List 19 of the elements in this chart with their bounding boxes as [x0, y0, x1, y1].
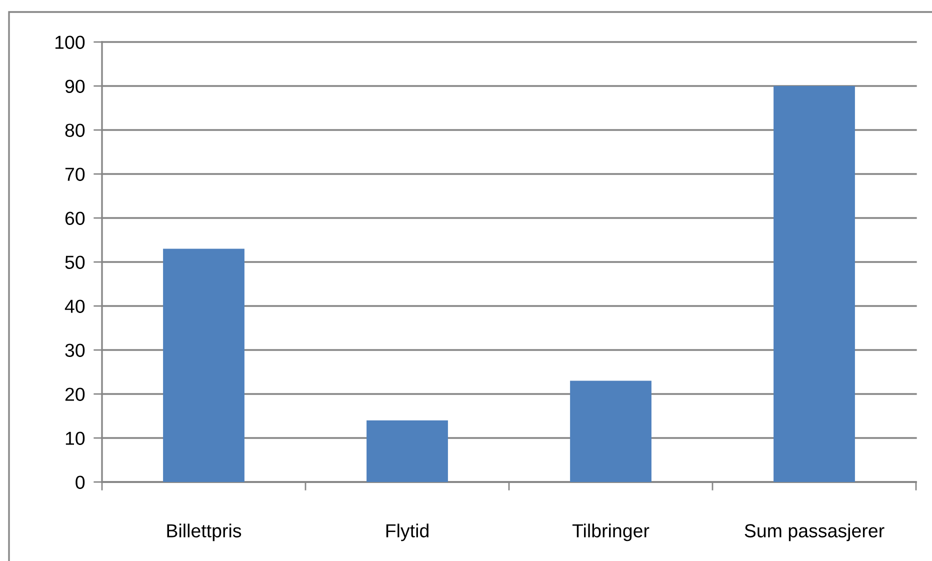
- y-tick-label: 40: [64, 300, 85, 313]
- y-tick-label: 0: [76, 476, 85, 489]
- y-tick-label: 50: [65, 256, 85, 269]
- x-tick-label: Tilbringer: [572, 524, 650, 542]
- y-tick-label: 100: [55, 36, 85, 49]
- x-tick-label: Flytid: [386, 524, 428, 542]
- y-tick-label: 90: [65, 80, 85, 93]
- y-tick-label: 30: [65, 344, 85, 357]
- bar: [570, 380, 652, 482]
- bar: [774, 86, 855, 482]
- y-tick-label: 10: [66, 432, 85, 445]
- x-tick-label: Sum passasjerer: [744, 524, 884, 542]
- bar: [366, 420, 448, 482]
- x-tick-label: Billettpris: [167, 524, 242, 542]
- y-tick-label: 60: [65, 212, 85, 225]
- y-tick-label: 70: [65, 168, 85, 181]
- y-tick-label: 80: [65, 124, 85, 137]
- bar: [163, 248, 244, 482]
- y-tick-label: 20: [65, 388, 85, 401]
